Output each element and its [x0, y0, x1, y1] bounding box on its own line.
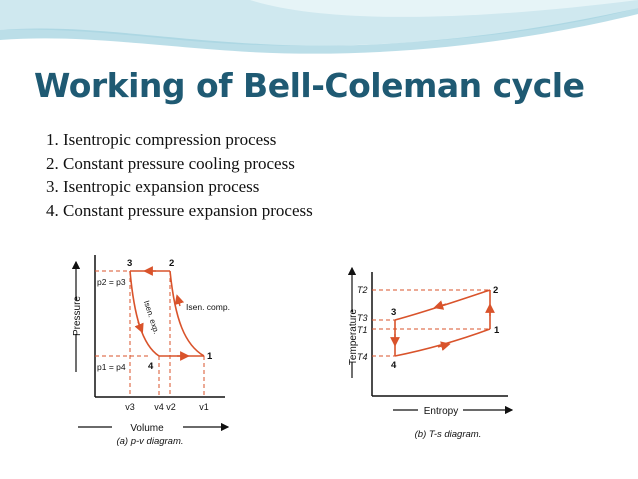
ts-tick-t3: T3	[357, 313, 368, 323]
pv-point-1: 1	[207, 351, 213, 362]
ts-point-2: 2	[493, 285, 498, 296]
ts-process-4-1	[394, 328, 491, 357]
ts-tick-t2: T2	[357, 285, 368, 295]
process-step-2: 2. Constant pressure cooling process	[46, 153, 295, 173]
pv-process-1-2	[169, 270, 205, 357]
ts-tick-t1: T1	[357, 325, 368, 335]
ts-point-3: 3	[391, 307, 396, 318]
ts-point-1: 1	[494, 325, 500, 336]
process-step-4: 4. Constant pressure expansion process	[46, 200, 313, 220]
process-step-3: 3. Isentropic expansion process	[46, 177, 260, 196]
ts-tick-t4: T4	[357, 352, 368, 362]
pv-caption: (a) p-v diagram.	[116, 436, 183, 447]
process-list: 1. Isentropic compression process 2. Con…	[46, 128, 313, 222]
pv-tick-v1: v1	[199, 402, 209, 412]
pv-p-high-label: p2 = p3	[97, 277, 126, 287]
ts-caption: (b) T-s diagram.	[415, 429, 482, 440]
pv-tick-v3: v3	[125, 402, 135, 412]
header-banner	[0, 0, 638, 54]
pv-p-low-label: p1 = p4	[97, 362, 126, 372]
pv-point-3: 3	[127, 258, 132, 269]
ts-x-axis-label: Entropy	[424, 406, 458, 417]
ts-point-4: 4	[391, 360, 397, 371]
pv-expansion-label: Isen. exp.	[142, 299, 161, 335]
pv-compression-label: Isen. comp.	[186, 302, 230, 312]
pv-point-2: 2	[169, 258, 174, 269]
pv-diagram: Pressure Volume (a) p-v diagram. p2 = p3…	[71, 255, 230, 447]
pv-tick-v2: v2	[166, 402, 176, 412]
pv-x-axis-label: Volume	[130, 423, 164, 434]
pv-point-4: 4	[148, 361, 154, 372]
ts-y-axis-label: Temperature	[348, 308, 359, 365]
slide-title: Working of Bell-Coleman cycle	[34, 66, 585, 105]
pv-y-axis-label: Pressure	[72, 296, 83, 336]
process-step-1: 1. Isentropic compression process	[46, 130, 277, 149]
ts-diagram: Temperature Entropy (b) T-s diagram. T2 …	[347, 266, 514, 440]
pv-tick-v4: v4	[154, 402, 164, 412]
